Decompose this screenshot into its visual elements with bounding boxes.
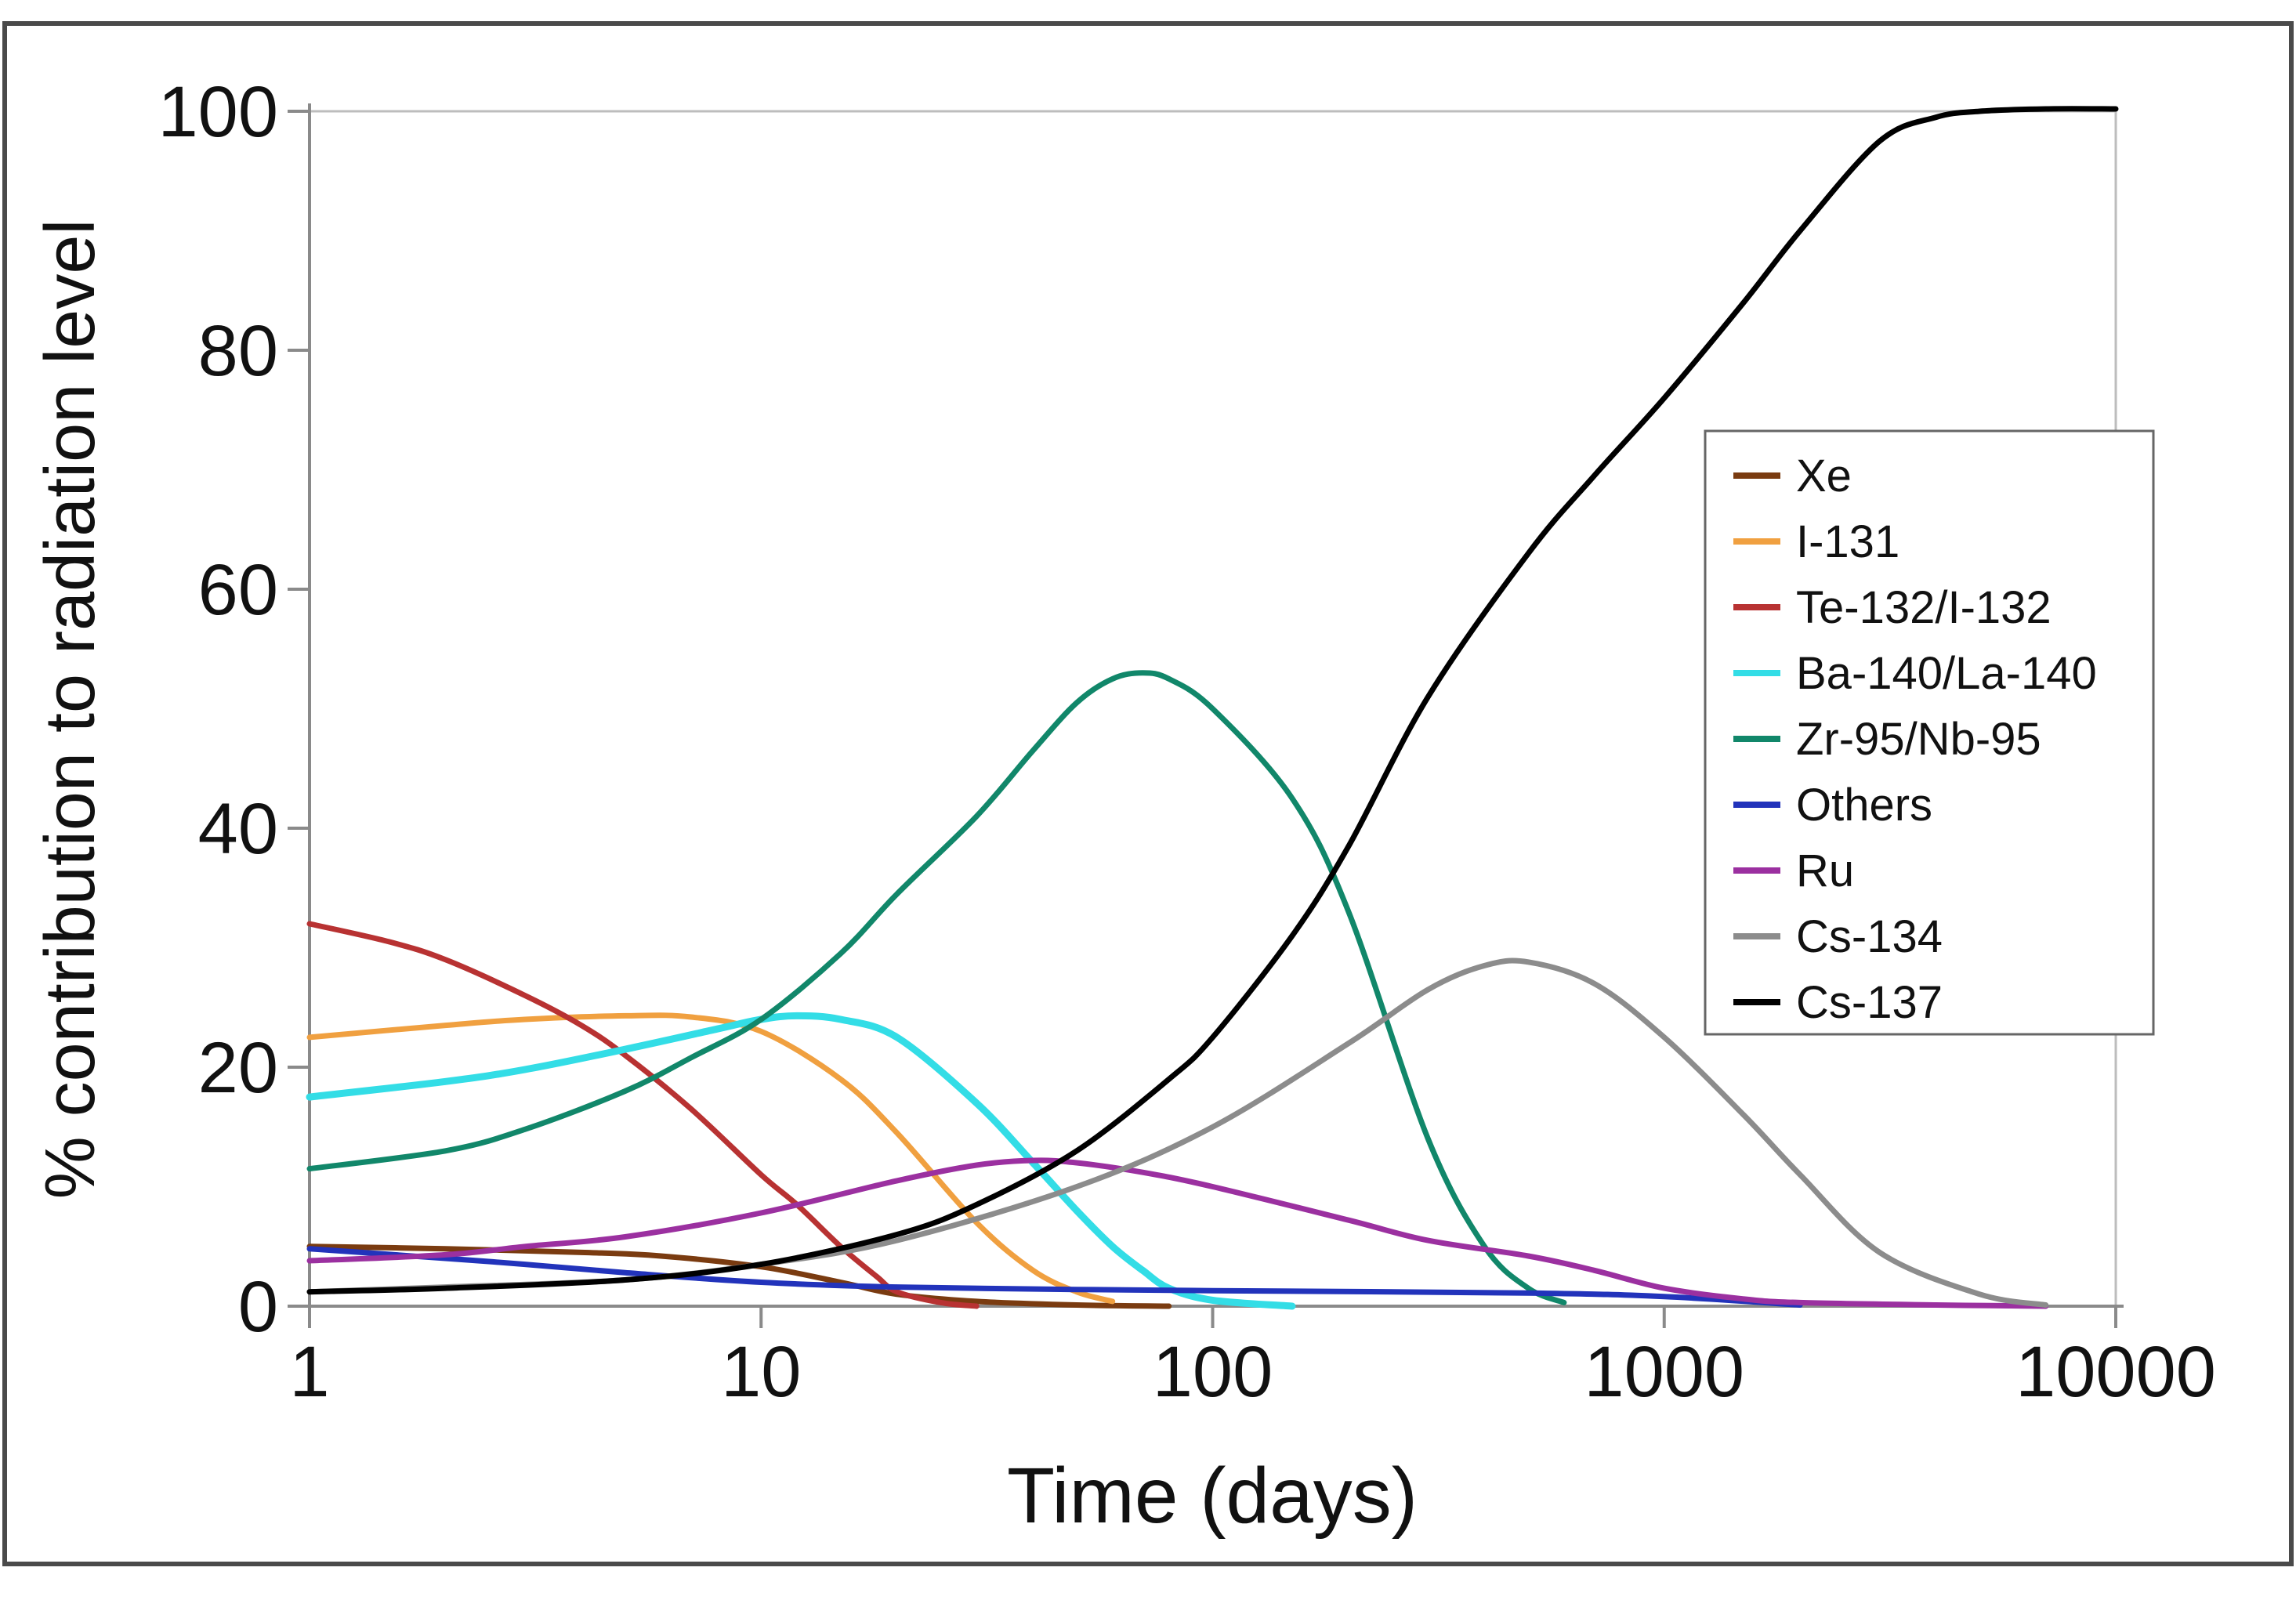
- legend-label-zr-95-nb-95: Zr-95/Nb-95: [1796, 714, 2041, 765]
- x-tick-label: 1: [289, 1332, 329, 1412]
- series-line-others: [306, 1246, 1803, 1308]
- x-tick-label: 100: [1153, 1332, 1273, 1412]
- legend-label-others: Others: [1796, 780, 1932, 831]
- y-tick-label: 80: [198, 311, 278, 391]
- legend-label-ba-140-la-140: Ba-140/La-140: [1796, 648, 2097, 699]
- series-line-zr-95-nb-95: [306, 670, 1567, 1305]
- legend-label-ru: Ru: [1796, 845, 1854, 896]
- series-line-cs-137: [306, 106, 2119, 1295]
- legend-label-i-131: I-131: [1796, 516, 1899, 567]
- x-tick-label: 10: [721, 1332, 801, 1412]
- y-axis-label: % contribution to radiation level: [31, 219, 110, 1200]
- y-tick-label: 60: [198, 550, 278, 630]
- x-tick-label: 10000: [2015, 1332, 2216, 1412]
- y-axis: 0 20 40 60 80 100: [158, 72, 311, 1347]
- y-tick-label: 20: [198, 1028, 278, 1108]
- x-axis: 1 10 100 1000 10000: [289, 1305, 2216, 1412]
- y-tick-label: 100: [158, 72, 279, 152]
- legend-label-cs-137: Cs-137: [1796, 977, 1943, 1028]
- legend-label-xe: Xe: [1796, 451, 1852, 501]
- series-line-ba-140-la-140: [306, 1012, 1296, 1310]
- y-tick-label: 40: [198, 789, 278, 869]
- x-tick-label: 1000: [1584, 1332, 1744, 1412]
- y-tick-label: 0: [238, 1267, 278, 1347]
- legend: Xe I-131 Te-132/I-132 Ba-140/La-140 Zr-95/Nb…: [1704, 429, 2155, 1036]
- series-line-ru: [306, 1157, 2049, 1309]
- x-axis-label: Time (days): [1007, 1452, 1418, 1540]
- legend-label-te-132-i-132: Te-132/I-132: [1796, 582, 2052, 633]
- series-layer: [306, 106, 2119, 1310]
- series-line-i-131: [306, 1012, 1116, 1305]
- legend-label-cs-134: Cs-134: [1796, 911, 1943, 962]
